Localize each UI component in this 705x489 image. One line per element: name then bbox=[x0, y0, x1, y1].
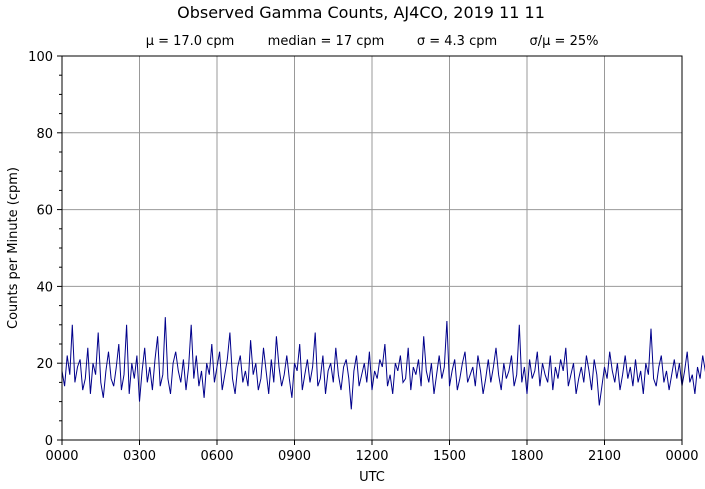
y-tick-label: 20 bbox=[36, 357, 53, 372]
stat-sigma: σ = 4.3 cpm bbox=[417, 34, 497, 49]
x-tick-label: 0000 bbox=[45, 449, 78, 464]
y-tick-label: 40 bbox=[36, 280, 53, 295]
x-tick-label: 0000 bbox=[665, 449, 698, 464]
x-tick-label: 0900 bbox=[278, 449, 311, 464]
y-tick-label: 60 bbox=[36, 204, 53, 219]
x-tick-label: 1800 bbox=[510, 449, 543, 464]
x-tick-label: 0600 bbox=[200, 449, 233, 464]
gridlines bbox=[61, 55, 683, 441]
stat-median: median = 17 cpm bbox=[268, 34, 385, 49]
x-axis-label: UTC bbox=[359, 470, 385, 485]
x-tick-label: 0300 bbox=[123, 449, 156, 464]
x-tick-label: 1200 bbox=[355, 449, 388, 464]
y-tick-label: 100 bbox=[28, 50, 53, 65]
x-tick-label: 2100 bbox=[588, 449, 621, 464]
series-line-gamma-counts bbox=[61, 317, 705, 410]
chart-title: Observed Gamma Counts, AJ4CO, 2019 11 11 bbox=[177, 3, 545, 22]
series-layer bbox=[61, 317, 705, 410]
y-tick-label: 80 bbox=[36, 127, 53, 142]
stat-mean: μ = 17.0 cpm bbox=[146, 34, 235, 49]
x-tick-label: 1500 bbox=[433, 449, 466, 464]
stat-ratio: σ/μ = 25% bbox=[530, 34, 599, 49]
y-axis-label: Counts per Minute (cpm) bbox=[6, 167, 21, 329]
axis-ticks: 0000 0300 0600 0900 1200 1500 1800 2100 00000204… bbox=[28, 50, 698, 464]
y-tick-label: 0 bbox=[45, 434, 53, 449]
